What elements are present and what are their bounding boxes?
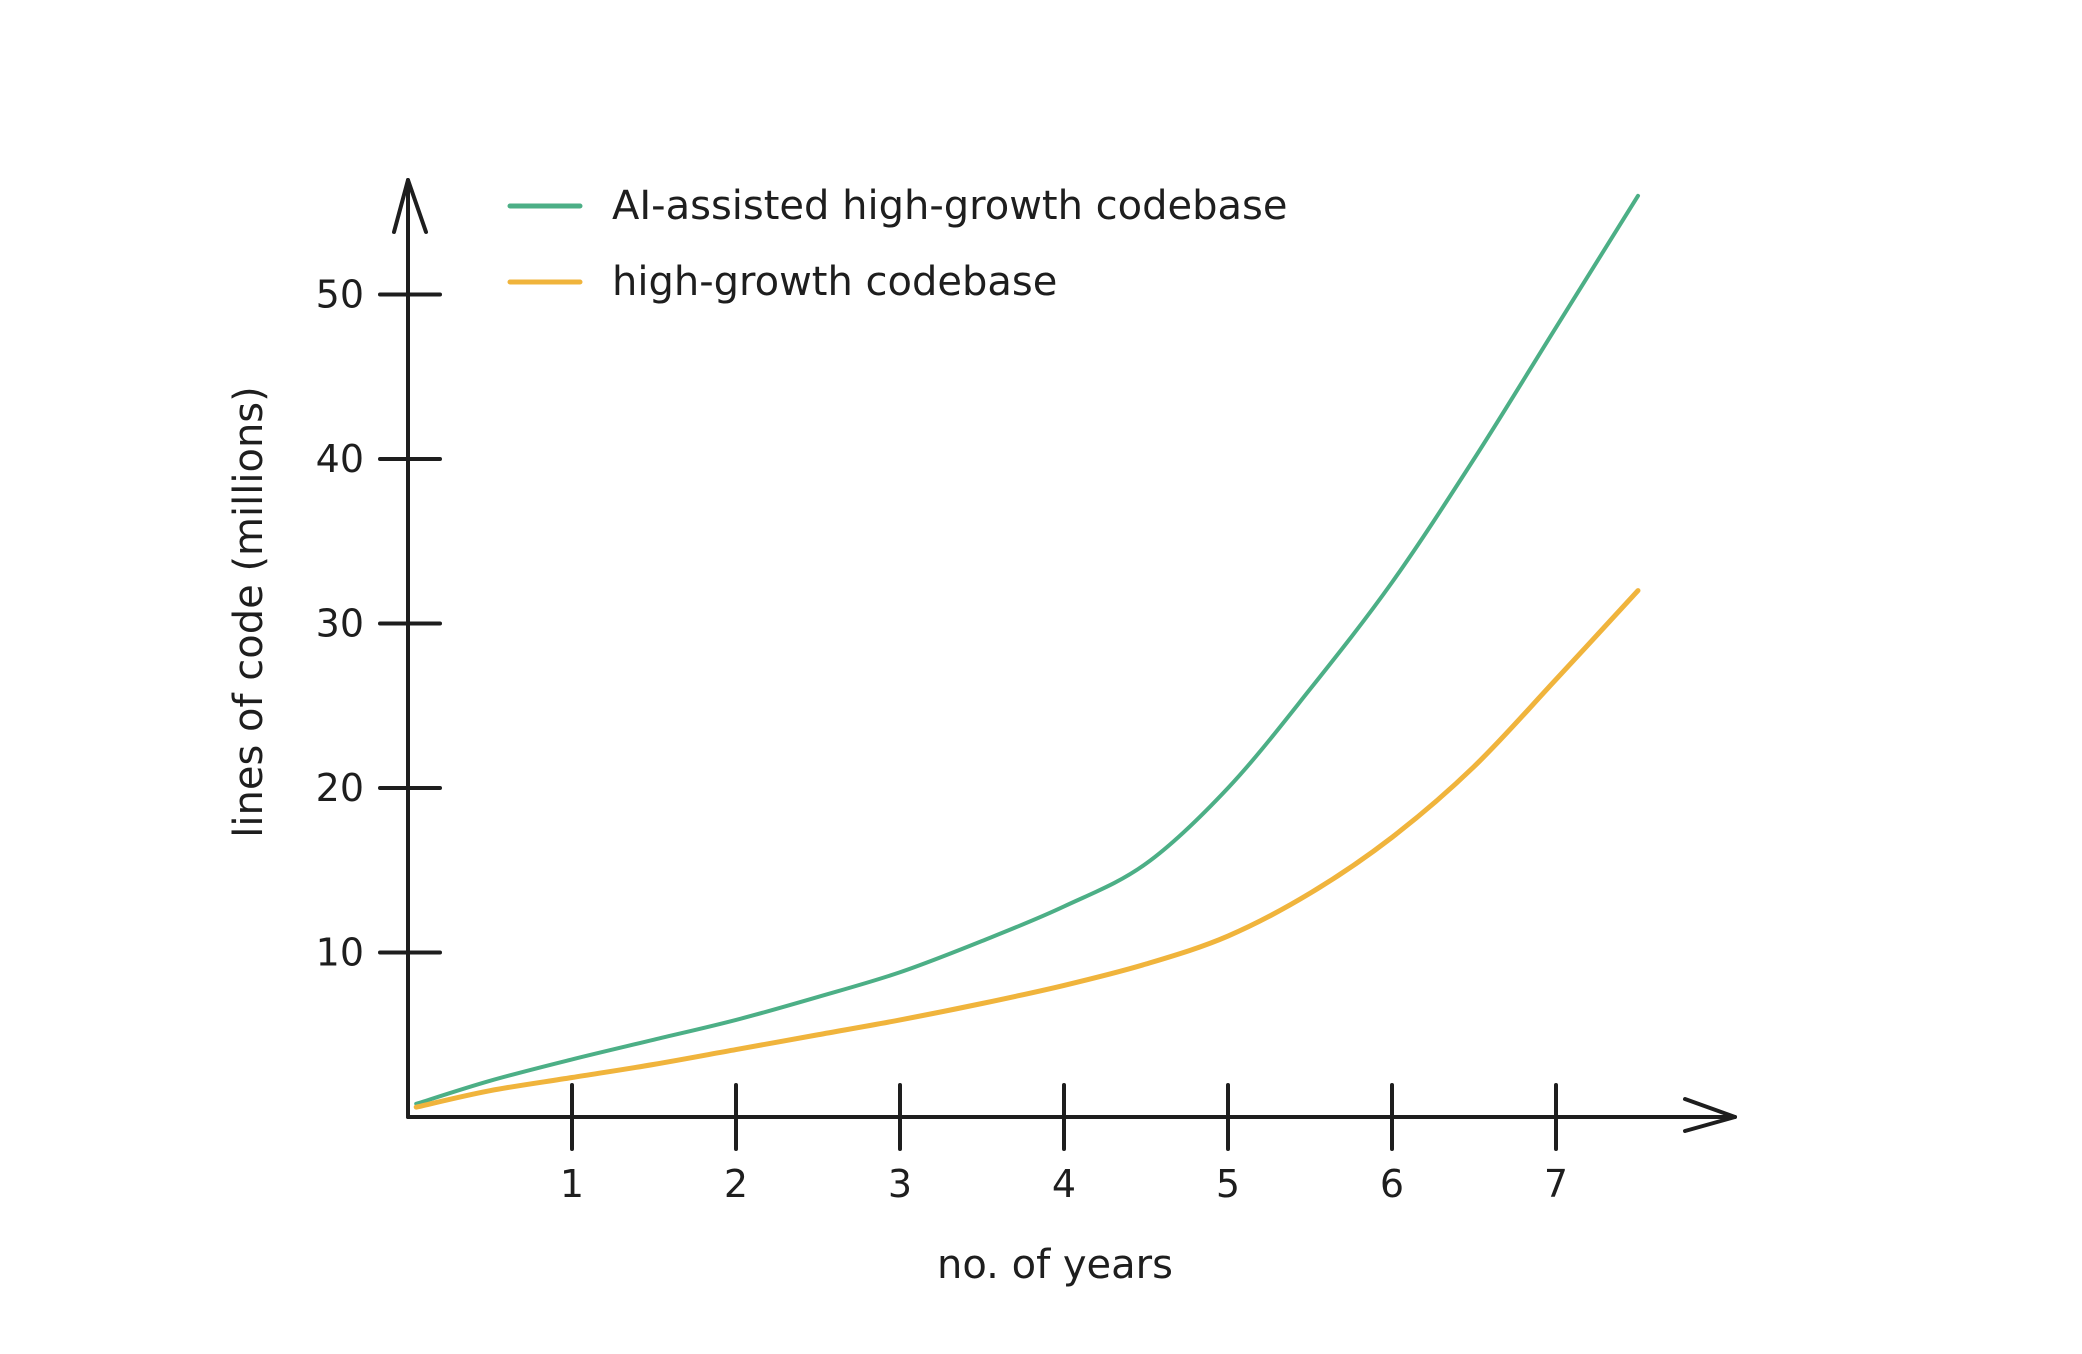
y-tick-label: 10 xyxy=(316,931,364,975)
x-tick-label: 5 xyxy=(1216,1162,1240,1206)
x-tick-label: 7 xyxy=(1544,1162,1568,1206)
x-tick-label: 6 xyxy=(1380,1162,1404,1206)
x-axis-label: no. of years xyxy=(937,1242,1173,1288)
x-tick-label: 1 xyxy=(560,1162,584,1206)
y-axis-arrowhead xyxy=(392,178,428,234)
x-axis-arrowhead xyxy=(1683,1097,1737,1133)
x-tick-label: 3 xyxy=(888,1162,912,1206)
y-tick-label: 50 xyxy=(316,273,364,317)
series-line-2 xyxy=(413,588,1641,1110)
y-tick-label: 20 xyxy=(316,766,364,810)
series-line-1 xyxy=(414,193,1640,1106)
y-tick-label: 30 xyxy=(316,602,364,646)
ticks: 1 2 3 4 5 6 7 10 20 30 40 50 xyxy=(316,273,1568,1207)
x-tick-label: 4 xyxy=(1052,1162,1076,1206)
axes xyxy=(392,178,1737,1133)
legend-label-2: high-growth codebase xyxy=(612,259,1057,305)
legend: AI-assisted high-growth codebase high-gro… xyxy=(507,183,1288,305)
y-axis-label: lines of code (millions) xyxy=(226,386,272,837)
legend-label-1: AI-assisted high-growth codebase xyxy=(612,183,1288,229)
series-layer xyxy=(413,193,1641,1110)
y-tick-label: 40 xyxy=(316,437,364,481)
x-tick-label: 2 xyxy=(724,1162,748,1206)
